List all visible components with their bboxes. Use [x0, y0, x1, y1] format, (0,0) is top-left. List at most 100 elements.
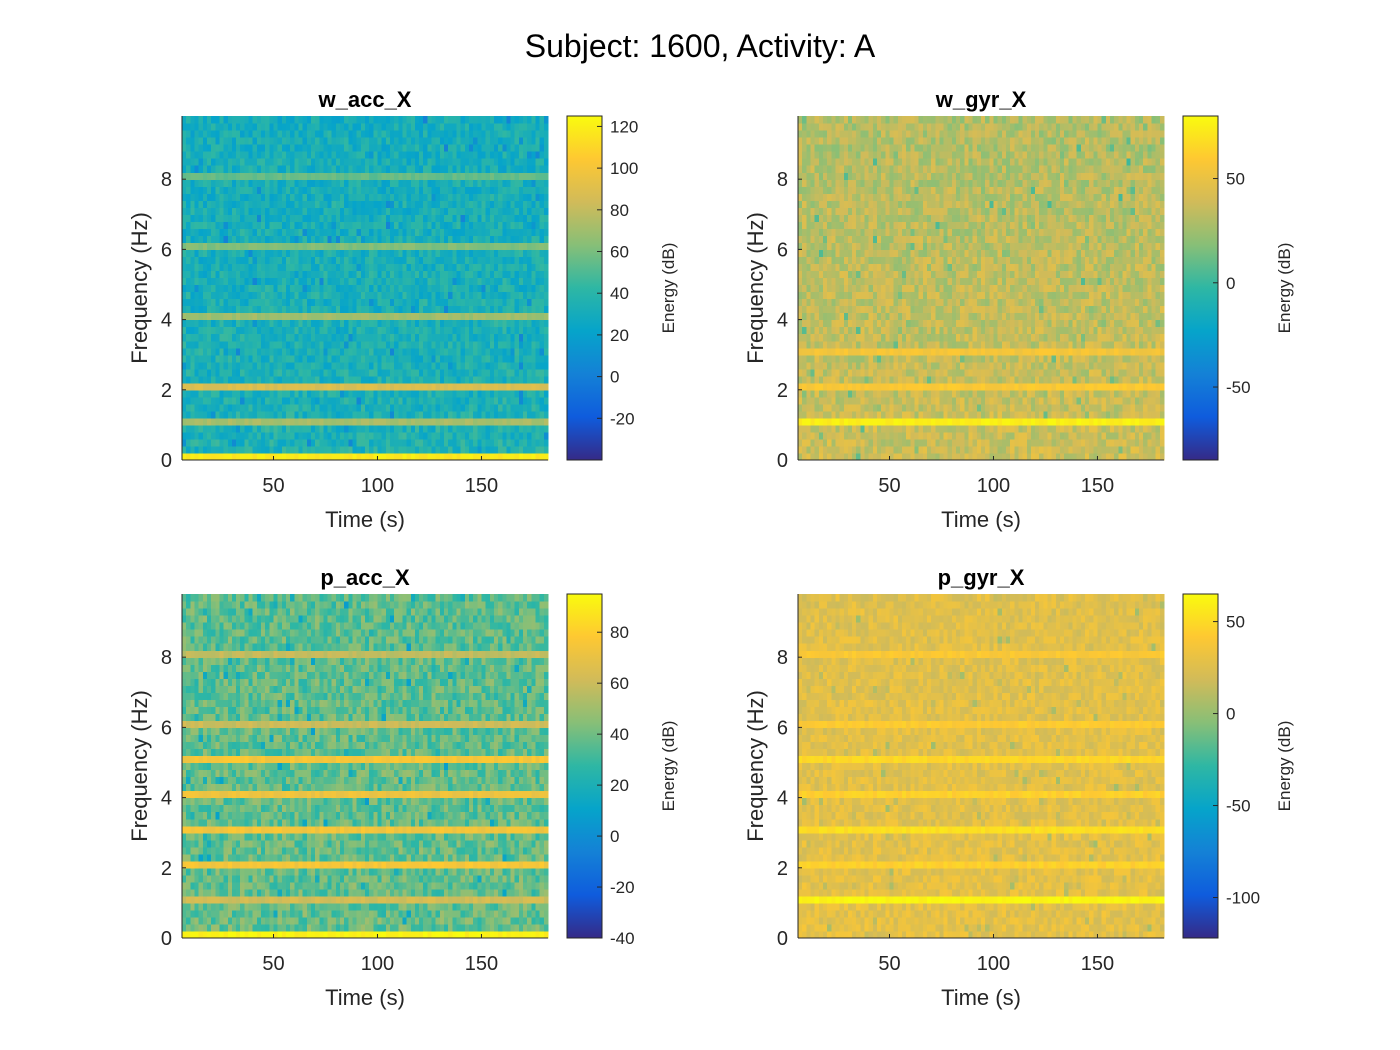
heatmap-cell [535, 179, 541, 187]
heatmap-cell [398, 172, 404, 180]
heatmap-cell [248, 319, 254, 328]
heatmap-cell [444, 305, 449, 314]
heatmap-cell [444, 312, 449, 321]
heatmap-cell [527, 319, 532, 328]
heatmap-cell [452, 249, 458, 258]
heatmap-cell [327, 137, 333, 145]
heatmap-cell [877, 424, 882, 433]
heatmap-cell [252, 284, 258, 293]
heatmap-cell [964, 410, 970, 419]
heatmap-cell [377, 270, 383, 279]
heatmap-cell [502, 347, 508, 356]
heatmap-cell [893, 417, 899, 426]
heatmap-cell [306, 445, 312, 454]
heatmap-cell [410, 347, 416, 356]
heatmap-cell [186, 207, 191, 215]
heatmap-cell [473, 214, 478, 222]
heatmap-cell [356, 445, 362, 454]
heatmap-cell [182, 305, 187, 314]
heatmap-cell [310, 144, 316, 152]
heatmap-cell [340, 284, 345, 293]
heatmap-cell [331, 116, 337, 124]
heatmap-cell [323, 200, 329, 208]
heatmap-cell [473, 277, 478, 286]
heatmap-cell [369, 151, 374, 159]
heatmap-cell [460, 333, 466, 342]
heatmap-cell [456, 221, 462, 229]
heatmap-cell [281, 235, 287, 243]
heatmap-cell [514, 270, 520, 279]
heatmap-cell [976, 452, 982, 461]
heatmap-cell [406, 137, 412, 145]
heatmap-cell [468, 270, 474, 279]
heatmap-cell [498, 375, 503, 384]
heatmap-cell [477, 144, 483, 152]
heatmap-cell [202, 354, 208, 363]
heatmap-cell [439, 228, 445, 236]
heatmap-cell [273, 361, 279, 370]
heatmap-cell [381, 214, 387, 222]
heatmap-cell [315, 277, 320, 286]
heatmap-cell [385, 270, 391, 279]
heatmap-cell [273, 445, 279, 454]
heatmap-cell [456, 368, 462, 377]
heatmap-cell [277, 123, 283, 131]
heatmap-cell [1080, 417, 1086, 426]
heatmap-cell [219, 158, 225, 166]
heatmap-cell [1093, 445, 1099, 454]
heatmap-cell [231, 382, 237, 391]
heatmap-cell [460, 452, 466, 461]
heatmap-cell [918, 417, 924, 426]
heatmap-cell [335, 445, 341, 454]
heatmap-cell [468, 445, 474, 454]
heatmap-cell [360, 333, 366, 342]
heatmap-cell [190, 193, 196, 201]
heatmap-cell [186, 214, 191, 222]
heatmap-cell [468, 361, 474, 370]
heatmap-cell [373, 361, 379, 370]
heatmap-cell [194, 452, 200, 461]
heatmap-cell [452, 389, 458, 398]
heatmap-cell [1076, 445, 1082, 454]
heatmap-cell [439, 263, 445, 272]
heatmap-cell [452, 186, 458, 194]
heatmap-cell [294, 354, 300, 363]
heatmap-cell [385, 424, 391, 433]
heatmap-cell [543, 445, 549, 454]
heatmap-cell [248, 375, 254, 384]
heatmap-cell [535, 284, 541, 293]
heatmap-cell [448, 242, 453, 250]
heatmap-cell [302, 312, 308, 321]
heatmap-cell [506, 116, 512, 124]
heatmap-cell [502, 242, 508, 250]
heatmap-cell [219, 249, 225, 258]
heatmap-cell [323, 193, 329, 201]
heatmap-cell [448, 193, 453, 201]
heatmap-cell [231, 410, 237, 419]
heatmap-cell [236, 354, 241, 363]
heatmap-cell [435, 277, 441, 286]
heatmap-cell [369, 333, 374, 342]
heatmap-cell [477, 347, 483, 356]
heatmap-cell [439, 123, 445, 131]
heatmap-cell [502, 193, 508, 201]
heatmap-cell [452, 438, 458, 447]
heatmap-cell [402, 291, 408, 300]
heatmap-cell [414, 375, 420, 384]
heatmap-cell [481, 200, 487, 208]
heatmap-cell [315, 347, 320, 356]
heatmap-cell [340, 179, 345, 187]
heatmap-cell [348, 242, 354, 250]
heatmap-cell [211, 340, 216, 349]
heatmap-cell [290, 221, 295, 229]
heatmap-cell [344, 137, 349, 145]
heatmap-cell [335, 424, 341, 433]
heatmap-cell [327, 312, 333, 321]
heatmap-cell [489, 417, 495, 426]
heatmap-cell [481, 221, 487, 229]
heatmap-cell [394, 228, 399, 236]
heatmap-cell [539, 389, 545, 398]
heatmap-cell [972, 452, 978, 461]
heatmap-cell [485, 263, 491, 272]
heatmap-cell [356, 319, 362, 328]
